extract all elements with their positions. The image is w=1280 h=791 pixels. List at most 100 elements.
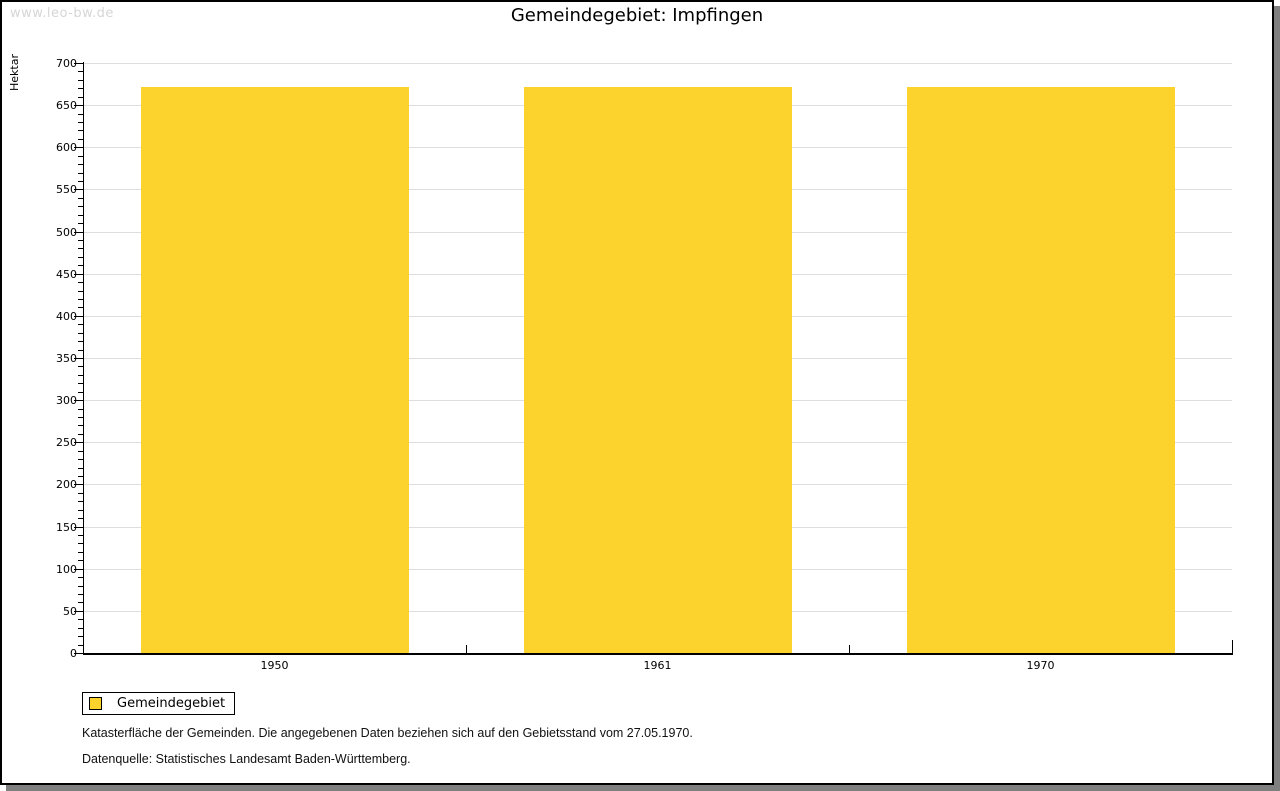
y-major-tick	[74, 358, 83, 359]
y-major-tick	[74, 63, 83, 64]
footnote-description: Katasterfläche der Gemeinden. Die angege…	[82, 726, 693, 740]
y-minor-tick	[78, 80, 83, 81]
y-minor-tick	[78, 434, 83, 435]
legend: Gemeindegebiet	[82, 692, 236, 715]
y-minor-tick	[78, 518, 83, 519]
y-tick-label-0: 0	[70, 647, 77, 660]
y-minor-tick	[78, 71, 83, 72]
y-tick-label-350: 350	[56, 352, 77, 365]
y-axis-line	[83, 62, 84, 655]
y-tick-label-50: 50	[63, 605, 77, 618]
y-major-tick	[74, 232, 83, 233]
y-minor-tick	[78, 425, 83, 426]
x-category-tick	[466, 645, 467, 653]
y-minor-tick	[78, 114, 83, 115]
y-tick-label-700: 700	[56, 57, 77, 70]
y-minor-tick	[78, 282, 83, 283]
y-minor-tick	[78, 97, 83, 98]
y-minor-tick	[78, 139, 83, 140]
y-minor-tick	[78, 586, 83, 587]
y-major-tick	[74, 442, 83, 443]
y-major-tick	[74, 274, 83, 275]
y-major-tick	[74, 105, 83, 106]
y-minor-tick	[78, 122, 83, 123]
x-category-tick	[849, 645, 850, 653]
x-axis-line	[83, 653, 1233, 655]
y-minor-tick	[78, 375, 83, 376]
y-minor-tick	[78, 341, 83, 342]
y-tick-label-200: 200	[56, 478, 77, 491]
y-minor-tick	[78, 628, 83, 629]
y-minor-tick	[78, 560, 83, 561]
y-minor-tick	[78, 88, 83, 89]
x-tick-label-1970: 1970	[1026, 659, 1055, 672]
x-tick-label-1950: 1950	[260, 659, 289, 672]
y-major-tick	[74, 569, 83, 570]
y-minor-tick	[78, 307, 83, 308]
y-minor-tick	[78, 552, 83, 553]
y-minor-tick	[78, 417, 83, 418]
y-minor-tick	[78, 510, 83, 511]
y-minor-tick	[78, 291, 83, 292]
y-tick-label-300: 300	[56, 394, 77, 407]
y-minor-tick	[78, 130, 83, 131]
y-major-tick	[74, 484, 83, 485]
y-minor-tick	[78, 645, 83, 646]
y-minor-tick	[78, 493, 83, 494]
y-minor-tick	[78, 206, 83, 207]
y-minor-tick	[78, 476, 83, 477]
y-minor-tick	[78, 543, 83, 544]
y-minor-tick	[78, 594, 83, 595]
y-tick-label-400: 400	[56, 310, 77, 323]
y-tick-label-100: 100	[56, 563, 77, 576]
y-minor-tick	[78, 240, 83, 241]
y-minor-tick	[78, 198, 83, 199]
y-minor-tick	[78, 619, 83, 620]
y-minor-tick	[78, 535, 83, 536]
y-tick-label-500: 500	[56, 226, 77, 239]
y-minor-tick	[78, 257, 83, 258]
chart-title: Gemeindegebiet: Impfingen	[510, 5, 764, 26]
bar-1961	[524, 87, 792, 653]
bar-1970	[907, 87, 1175, 653]
y-minor-tick	[78, 366, 83, 367]
y-minor-tick	[78, 459, 83, 460]
y-minor-tick	[78, 501, 83, 502]
y-tick-label-600: 600	[56, 141, 77, 154]
y-major-tick	[74, 653, 83, 654]
y-minor-tick	[78, 451, 83, 452]
bar-1950	[141, 87, 409, 653]
y-minor-tick	[78, 383, 83, 384]
y-tick-label-550: 550	[56, 183, 77, 196]
footnote-source: Datenquelle: Statistisches Landesamt Bad…	[82, 752, 411, 766]
y-minor-tick	[78, 181, 83, 182]
y-minor-tick	[78, 164, 83, 165]
y-minor-tick	[78, 324, 83, 325]
y-minor-tick	[78, 409, 83, 410]
y-minor-tick	[78, 265, 83, 266]
legend-label: Gemeindegebiet	[117, 696, 226, 711]
x-tick-label-1961: 1961	[643, 659, 672, 672]
y-major-tick	[74, 611, 83, 612]
y-minor-tick	[78, 299, 83, 300]
y-minor-tick	[78, 156, 83, 157]
watermark: www.leo-bw.de	[10, 6, 114, 21]
y-minor-tick	[78, 248, 83, 249]
y-minor-tick	[78, 392, 83, 393]
y-tick-label-650: 650	[56, 99, 77, 112]
y-minor-tick	[78, 215, 83, 216]
y-major-tick	[74, 316, 83, 317]
y-major-tick	[74, 527, 83, 528]
y-tick-label-250: 250	[56, 436, 77, 449]
x-axis-end-tick	[1232, 640, 1233, 653]
y-minor-tick	[78, 223, 83, 224]
plot-area: Hektar 0 50 100 150 200 250 300 350 400 450 500 550…	[2, 2, 1272, 783]
legend-swatch	[89, 697, 102, 710]
gridline-y-700	[83, 63, 1232, 64]
y-tick-label-450: 450	[56, 268, 77, 281]
y-major-tick	[74, 400, 83, 401]
y-minor-tick	[78, 636, 83, 637]
y-minor-tick	[78, 577, 83, 578]
y-axis-label: Hektar	[8, 54, 21, 91]
